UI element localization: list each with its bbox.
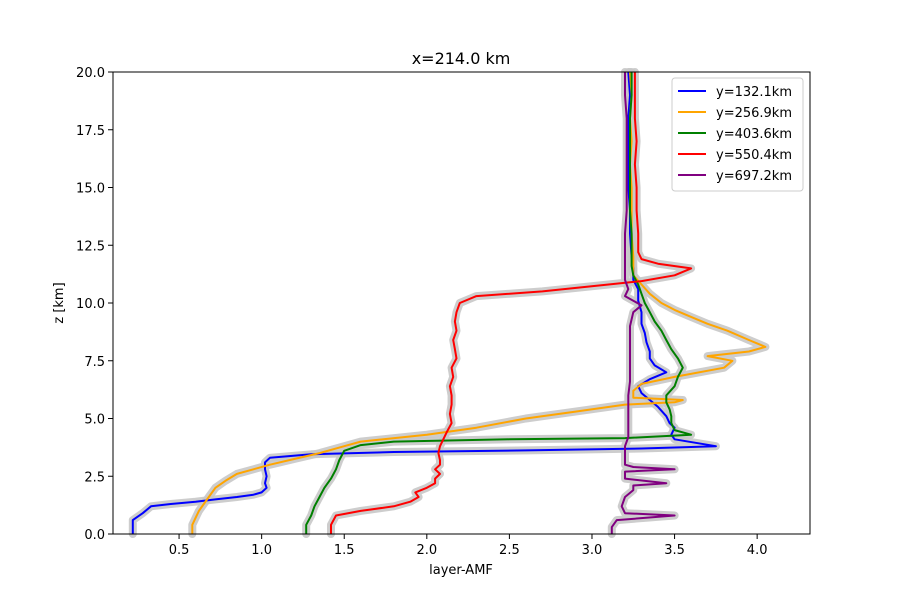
y-axis-ticks: 0.0 2.5 5.0 7.5 10.0 12.5 15.0 17.5 20.0 <box>76 66 113 543</box>
chart-title: x=214.0 km <box>412 49 511 68</box>
x-tick-label: 1.0 <box>251 543 272 558</box>
legend-entry-label: y=403.6km <box>716 127 792 142</box>
y-tick-label: 20.0 <box>76 66 105 81</box>
y-tick-label: 12.5 <box>76 239 105 254</box>
y-tick-label: 10.0 <box>76 297 105 312</box>
legend-entry-label: y=550.4km <box>716 148 792 163</box>
legend-entry-label: y=132.1km <box>716 85 792 100</box>
legend: y=132.1km y=256.9km y=403.6km y=550.4km y=69… <box>671 77 804 192</box>
x-tick-label: 3.5 <box>664 543 685 558</box>
y-tick-label: 7.5 <box>84 355 105 370</box>
y-tick-label: 17.5 <box>76 124 105 139</box>
y-tick-label: 5.0 <box>84 413 105 428</box>
y-tick-label: 2.5 <box>84 470 105 485</box>
series-line-2 <box>191 71 767 534</box>
y-axis-label: z [km] <box>52 282 67 323</box>
x-tick-label: 2.0 <box>416 543 437 558</box>
x-axis-ticks: 0.5 1.0 1.5 2.0 2.5 3.0 3.5 4.0 <box>169 534 768 558</box>
x-axis-label: layer-AMF <box>429 563 493 578</box>
legend-entry-label: y=256.9km <box>716 106 792 121</box>
y-tick-label: 0.0 <box>84 528 105 543</box>
legend-entry-label: y=697.2km <box>716 169 792 184</box>
x-tick-label: 0.5 <box>169 543 190 558</box>
series-line-4 <box>330 72 693 534</box>
series-line-5 <box>610 72 676 534</box>
x-tick-label: 4.0 <box>747 543 768 558</box>
series-layer <box>131 71 767 534</box>
legend-frame <box>671 77 804 192</box>
x-tick-label: 3.0 <box>582 543 603 558</box>
series-line-3 <box>305 72 693 534</box>
y-tick-label: 15.0 <box>76 182 105 197</box>
x-tick-label: 1.5 <box>334 543 355 558</box>
x-tick-label: 2.5 <box>499 543 520 558</box>
